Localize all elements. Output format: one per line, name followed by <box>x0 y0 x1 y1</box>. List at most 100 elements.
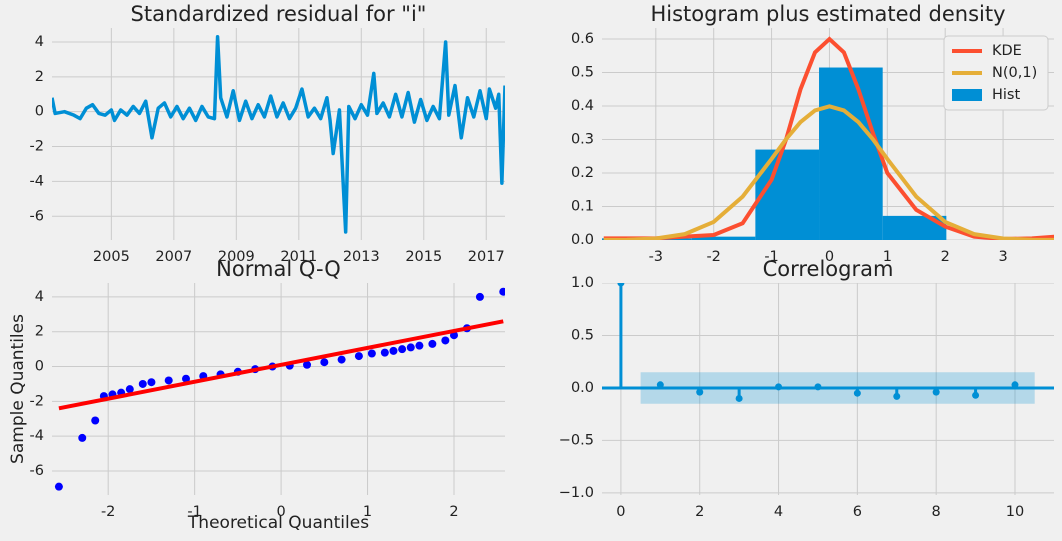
x-tick-label: 2 <box>695 504 704 520</box>
axes-title: Normal Q-Q <box>216 257 341 281</box>
stem-marker <box>617 283 625 287</box>
y-tick-label: −1.0 <box>559 485 594 501</box>
qq-point <box>320 358 329 367</box>
y-tick-label: -2 <box>30 139 44 155</box>
axes <box>52 283 505 495</box>
x-tick-label: -2 <box>101 504 115 520</box>
x-tick-label: 10 <box>1006 504 1024 520</box>
y-tick-label: 0 <box>35 359 44 375</box>
hist-bar <box>437 238 501 240</box>
x-tick-label: 8 <box>932 504 941 520</box>
stem-marker <box>656 381 664 389</box>
x-tick-label: 2 <box>449 504 458 520</box>
stem-marker <box>814 383 822 391</box>
qq-point <box>303 360 312 369</box>
x-tick-label: -1 <box>187 504 201 520</box>
y-tick-label: 0.3 <box>571 132 594 148</box>
qq-point <box>125 385 134 394</box>
axes-title: Standardized residual for "i" <box>131 2 427 26</box>
legend-label: Hist <box>992 87 1020 103</box>
axes <box>602 283 1054 495</box>
residual-line <box>52 34 505 234</box>
y-tick-label: -6 <box>30 463 44 479</box>
x-tick-label: 2011 <box>280 249 317 265</box>
stem-marker <box>735 394 743 402</box>
x-tick-label: -2 <box>706 249 720 265</box>
qq-point <box>398 345 407 354</box>
axes-title: Correlogram <box>763 257 894 281</box>
qq-point <box>428 339 437 348</box>
qq-point <box>406 343 415 352</box>
qq-point <box>138 379 147 388</box>
x-tick-label: -3 <box>649 249 663 265</box>
y-tick-label: 4 <box>35 34 44 50</box>
qq-point <box>354 352 363 361</box>
y-tick-label: −0.5 <box>559 432 594 448</box>
density-line <box>603 36 1054 240</box>
y-tick-label: 0.6 <box>571 31 594 47</box>
stem-marker <box>893 392 901 400</box>
qq-point <box>147 378 156 387</box>
x-tick-label: -1 <box>764 249 778 265</box>
stem-marker <box>853 389 861 397</box>
axes <box>437 28 1054 240</box>
y-tick-label: 0.0 <box>571 380 594 396</box>
stem-marker <box>696 388 704 396</box>
y-tick-label: 0.5 <box>571 327 594 343</box>
x-tick-label: 2 <box>941 249 950 265</box>
y-tick-label: 0.0 <box>571 232 594 248</box>
qq-point <box>441 336 450 345</box>
hist-bar <box>755 149 820 240</box>
x-tick-label: 1 <box>883 249 892 265</box>
x-tick-label: 0 <box>616 504 625 520</box>
qq-point <box>78 433 87 442</box>
y-tick-label: 0.4 <box>571 98 594 114</box>
x-tick-label: 6 <box>853 504 862 520</box>
y-tick-label: -2 <box>30 393 44 409</box>
y-tick-label: 0.5 <box>571 65 594 81</box>
y-tick-label: 1.0 <box>571 275 594 291</box>
legend-swatch <box>952 89 982 101</box>
stem-marker <box>972 391 980 399</box>
axes-title: Histogram plus estimated density <box>650 2 1005 26</box>
y-tick-label: -4 <box>30 428 44 444</box>
stem-marker <box>1011 381 1019 389</box>
qq-point <box>389 346 398 355</box>
hist-bar <box>691 236 756 240</box>
x-tick-label: 4 <box>774 504 783 520</box>
y-tick-label: 2 <box>35 69 44 85</box>
x-tick-label: 2013 <box>343 249 380 265</box>
y-tick-label: 0 <box>35 104 44 120</box>
y-tick-label: -6 <box>30 208 44 224</box>
qq-point <box>415 341 424 350</box>
x-tick-label: 2015 <box>405 249 442 265</box>
x-axis-label: Theoretical Quantiles <box>187 513 369 533</box>
qq-point <box>499 287 505 296</box>
qq-point <box>164 376 173 385</box>
qq-point <box>475 292 484 301</box>
x-tick-label: 0 <box>276 504 285 520</box>
qq-point <box>181 374 190 383</box>
x-tick-label: 0 <box>825 249 834 265</box>
qq-line <box>58 319 504 411</box>
qq-point <box>337 355 346 364</box>
stem-marker <box>932 388 940 396</box>
x-tick-label: 2017 <box>468 249 505 265</box>
legend-label: KDE <box>992 43 1022 59</box>
legend-label: N(0,1) <box>992 65 1037 81</box>
x-tick-label: 3 <box>998 249 1007 265</box>
qq-point <box>91 416 100 425</box>
qq-point <box>367 349 376 358</box>
x-tick-label: 2007 <box>155 249 192 265</box>
y-tick-label: -4 <box>30 173 44 189</box>
x-tick-label: 1 <box>363 504 372 520</box>
y-tick-label: 4 <box>35 289 44 305</box>
y-tick-label: 0.2 <box>571 165 594 181</box>
axes <box>52 28 505 240</box>
qq-point <box>380 348 389 357</box>
y-tick-label: 2 <box>35 324 44 340</box>
stem-marker <box>775 383 783 391</box>
y-axis-label: Sample Quantiles <box>8 314 28 464</box>
density-line <box>603 104 1054 240</box>
